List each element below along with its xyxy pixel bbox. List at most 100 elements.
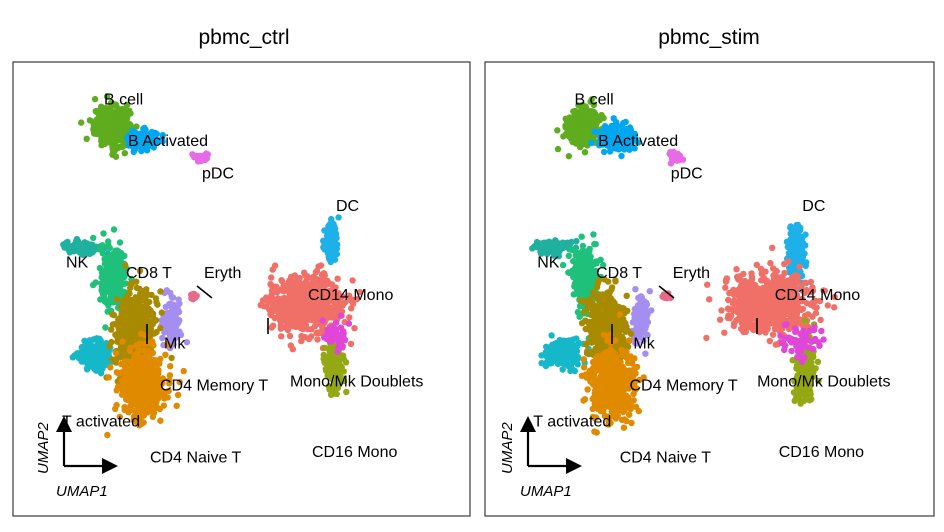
- cell-point: [105, 374, 112, 381]
- cell-point: [265, 299, 272, 306]
- cell-point: [133, 342, 140, 349]
- cell-point: [593, 321, 601, 328]
- cell-point: [588, 272, 595, 279]
- cell-point: [579, 251, 586, 259]
- cell-point: [280, 294, 288, 302]
- cell-point: [289, 346, 296, 353]
- cell-point: [170, 336, 177, 343]
- cell-point: [137, 415, 144, 422]
- cell-point: [94, 124, 101, 131]
- cell-point: [330, 327, 337, 335]
- cell-point: [104, 431, 111, 439]
- cell-point: [132, 294, 139, 301]
- cell-point: [277, 325, 284, 332]
- cell-point: [168, 320, 175, 327]
- cell-point: [557, 354, 564, 361]
- cluster-label: T activated: [62, 413, 140, 430]
- cell-point: [566, 350, 574, 357]
- cell-point: [173, 321, 180, 328]
- cell-point: [147, 325, 154, 332]
- cell-point: [580, 282, 587, 289]
- cell-point: [286, 332, 294, 340]
- cell-point: [180, 367, 187, 375]
- cell-point: [538, 247, 546, 254]
- cell-point: [155, 357, 162, 365]
- cell-point: [113, 369, 121, 376]
- cell-point: [591, 128, 598, 135]
- cell-point: [638, 311, 645, 319]
- cell-point: [309, 315, 317, 322]
- cell-point: [200, 152, 208, 159]
- y-axis-label: UMAP2: [35, 422, 52, 474]
- cell-point: [110, 226, 118, 233]
- cluster-label: Mono/Mk Doublets: [290, 374, 423, 391]
- cell-point: [615, 126, 623, 133]
- cell-point: [157, 288, 164, 295]
- cell-point: [157, 417, 164, 424]
- cell-point: [100, 116, 107, 123]
- cluster-label: CD16 Mono: [312, 444, 397, 461]
- cell-point: [582, 317, 589, 324]
- cell-point: [112, 132, 119, 139]
- cell-point: [590, 304, 597, 311]
- cell-point: [554, 127, 561, 134]
- cell-point: [183, 339, 191, 346]
- cell-point: [538, 352, 545, 359]
- cell-point: [608, 122, 615, 130]
- cell-point: [96, 335, 103, 342]
- cell-point: [565, 153, 572, 160]
- cell-point: [177, 331, 184, 338]
- cell-point: [353, 296, 361, 303]
- cell-point: [108, 326, 115, 333]
- cell-point: [163, 287, 170, 294]
- cell-point: [572, 272, 580, 279]
- cell-point: [165, 387, 172, 395]
- cluster-label: DC: [336, 198, 359, 215]
- cell-point: [271, 262, 279, 269]
- cell-point: [119, 338, 126, 345]
- cell-point: [141, 295, 148, 302]
- cell-point: [332, 319, 340, 326]
- cell-point: [130, 316, 138, 323]
- cell-point: [148, 291, 155, 299]
- cell-point: [141, 374, 148, 382]
- cell-point: [121, 150, 128, 157]
- cell-point: [158, 309, 165, 316]
- cell-point: [284, 304, 292, 311]
- cell-point: [150, 367, 157, 375]
- cell-point: [112, 153, 120, 160]
- cell-point: [112, 405, 119, 413]
- cell-point: [116, 323, 123, 331]
- cell-point: [293, 286, 300, 294]
- cell-point: [162, 351, 169, 358]
- cell-point: [315, 306, 322, 313]
- cell-point: [268, 287, 276, 294]
- cell-point: [347, 340, 355, 348]
- cell-point: [287, 319, 294, 326]
- cell-point: [73, 235, 81, 243]
- cell-point: [143, 387, 151, 394]
- cell-point: [112, 359, 120, 366]
- cell-point: [578, 120, 585, 127]
- cell-point: [143, 300, 151, 307]
- cell-point: [166, 380, 173, 387]
- cell-point: [583, 349, 591, 357]
- cell-point: [337, 312, 344, 319]
- cell-point: [570, 336, 577, 343]
- cell-point: [533, 238, 541, 246]
- cell-point: [191, 292, 198, 299]
- cell-point: [85, 346, 92, 354]
- cell-point: [584, 386, 591, 393]
- cell-point: [271, 314, 278, 322]
- cell-point: [106, 244, 114, 252]
- cell-point: [105, 109, 113, 117]
- cell-point: [591, 240, 598, 248]
- cell-point: [587, 108, 594, 115]
- cell-point: [552, 243, 560, 250]
- cell-point: [351, 325, 358, 332]
- cell-point: [153, 384, 160, 391]
- cell-point: [121, 404, 128, 411]
- cell-point: [110, 252, 117, 259]
- cell-point: [618, 340, 625, 347]
